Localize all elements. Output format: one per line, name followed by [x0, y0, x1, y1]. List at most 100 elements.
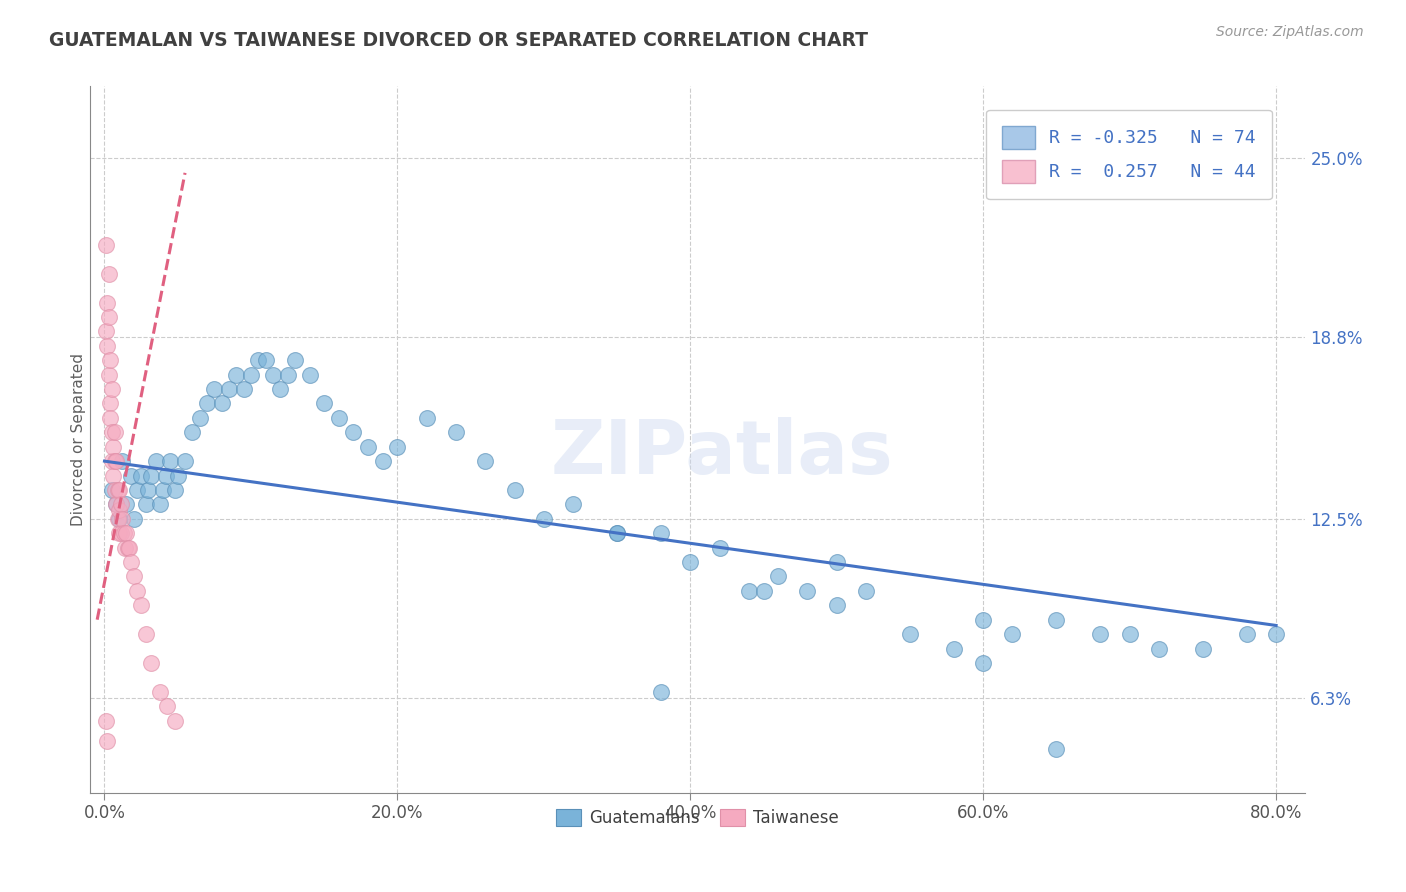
Point	[115, 526, 138, 541]
Point	[1045, 613, 1067, 627]
Point	[129, 468, 152, 483]
Point	[108, 526, 131, 541]
Point	[104, 483, 127, 497]
Point	[118, 541, 141, 555]
Point	[239, 368, 262, 382]
Point	[387, 440, 409, 454]
Point	[163, 714, 186, 728]
Point	[211, 396, 233, 410]
Point	[112, 526, 135, 541]
Point	[474, 454, 496, 468]
Text: GUATEMALAN VS TAIWANESE DIVORCED OR SEPARATED CORRELATION CHART: GUATEMALAN VS TAIWANESE DIVORCED OR SEPA…	[49, 31, 869, 50]
Point	[122, 512, 145, 526]
Point	[269, 382, 291, 396]
Point	[415, 410, 437, 425]
Point	[120, 555, 142, 569]
Point	[98, 353, 121, 368]
Point	[247, 353, 270, 368]
Point	[855, 583, 877, 598]
Point	[115, 497, 138, 511]
Point	[96, 339, 118, 353]
Y-axis label: Divorced or Separated: Divorced or Separated	[72, 353, 86, 526]
Point	[134, 497, 156, 511]
Point	[101, 382, 124, 396]
Point	[942, 641, 965, 656]
Point	[796, 583, 818, 598]
Point	[149, 497, 172, 511]
Point	[122, 569, 145, 583]
Point	[152, 483, 174, 497]
Point	[188, 410, 211, 425]
Point	[314, 396, 336, 410]
Point	[298, 368, 321, 382]
Point	[94, 325, 117, 339]
Point	[101, 483, 124, 497]
Point	[825, 555, 848, 569]
Point	[533, 512, 555, 526]
Point	[195, 396, 218, 410]
Point	[1236, 627, 1258, 641]
Point	[96, 295, 118, 310]
Point	[163, 483, 186, 497]
Point	[98, 410, 121, 425]
Point	[125, 583, 148, 598]
Point	[156, 699, 179, 714]
Point	[277, 368, 299, 382]
Point	[181, 425, 204, 440]
Point	[174, 454, 197, 468]
Point	[138, 483, 160, 497]
Point	[94, 238, 117, 252]
Point	[120, 468, 142, 483]
Point	[738, 583, 761, 598]
Point	[503, 483, 526, 497]
Point	[371, 454, 394, 468]
Point	[562, 497, 585, 511]
Point	[1118, 627, 1140, 641]
Point	[232, 382, 254, 396]
Point	[328, 410, 350, 425]
Point	[342, 425, 364, 440]
Point	[125, 483, 148, 497]
Point	[96, 733, 118, 747]
Point	[145, 454, 167, 468]
Point	[357, 440, 380, 454]
Point	[155, 468, 177, 483]
Point	[225, 368, 247, 382]
Point	[107, 512, 129, 526]
Point	[149, 685, 172, 699]
Point	[898, 627, 921, 641]
Point	[709, 541, 731, 555]
Point	[94, 714, 117, 728]
Point	[1265, 627, 1288, 641]
Legend: Guatemalans, Taiwanese: Guatemalans, Taiwanese	[550, 802, 846, 834]
Point	[1147, 641, 1170, 656]
Point	[103, 468, 125, 483]
Point	[111, 512, 134, 526]
Point	[97, 368, 120, 382]
Point	[103, 440, 125, 454]
Point	[108, 483, 131, 497]
Point	[202, 382, 225, 396]
Point	[1045, 742, 1067, 756]
Point	[262, 368, 284, 382]
Point	[1192, 641, 1215, 656]
Point	[105, 497, 128, 511]
Point	[650, 526, 672, 541]
Point	[825, 599, 848, 613]
Point	[159, 454, 181, 468]
Point	[117, 541, 139, 555]
Point	[141, 656, 163, 670]
Text: Source: ZipAtlas.com: Source: ZipAtlas.com	[1216, 25, 1364, 39]
Point	[108, 512, 131, 526]
Point	[606, 526, 628, 541]
Point	[105, 454, 128, 468]
Point	[97, 267, 120, 281]
Point	[606, 526, 628, 541]
Point	[101, 425, 124, 440]
Text: ZIPatlas: ZIPatlas	[551, 417, 893, 490]
Point	[114, 541, 136, 555]
Point	[972, 656, 994, 670]
Point	[1001, 627, 1024, 641]
Point	[111, 454, 134, 468]
Point	[650, 685, 672, 699]
